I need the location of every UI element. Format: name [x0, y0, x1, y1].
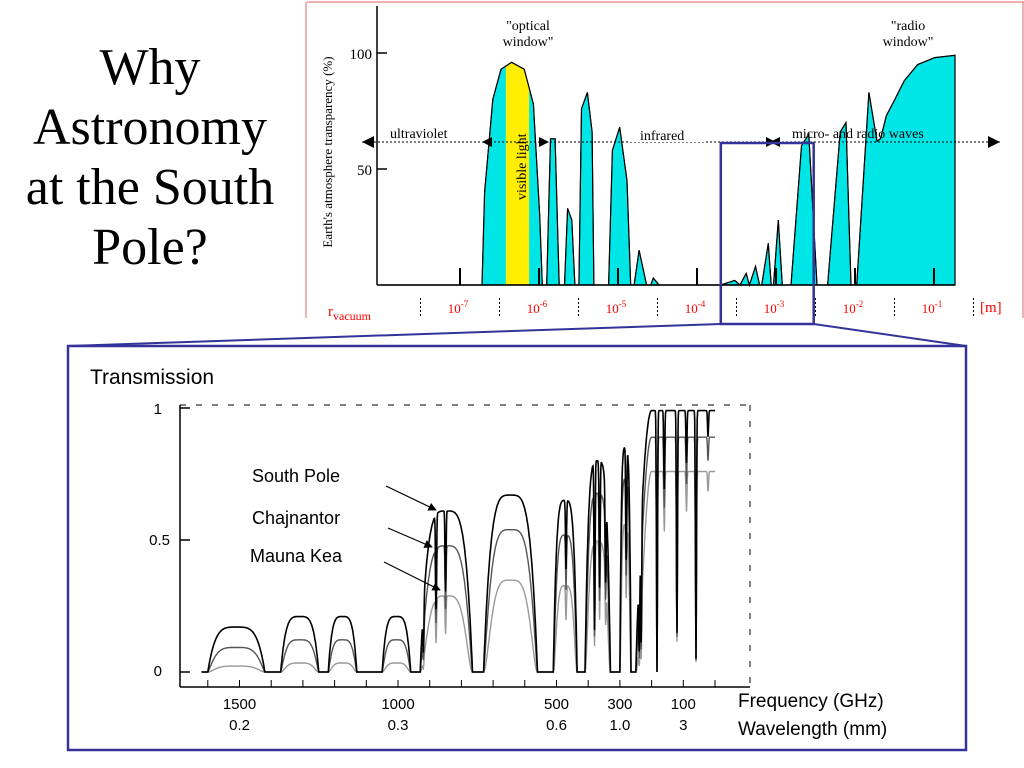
uv-label-bg: [387, 125, 475, 141]
x-tick-label: 10-6: [527, 299, 548, 316]
title-line: at the South: [25, 159, 275, 216]
y-tick-label-100: 100: [350, 47, 373, 63]
x-tick-label: 10-7: [448, 299, 469, 316]
zoom-region-box: [719, 141, 815, 326]
label-radio-window-1: "radio: [891, 19, 925, 34]
transparency-x-ticks: 10-7 10-6 10-5 10-4 10-3 10-2 10-1: [420, 268, 974, 318]
frequency-tick-label: 1500: [223, 696, 256, 713]
wavelength-tick-label: 0.2: [229, 717, 250, 734]
zoom-indicator: [66, 141, 968, 752]
ir-label-bg: [630, 126, 706, 142]
transmission-series: [201, 409, 715, 673]
legend-chajnantor: Chajnantor: [252, 508, 340, 528]
right-arrowhead-icon: [988, 136, 1000, 148]
label-ultraviolet: ultraviolet: [390, 127, 448, 142]
x-tick-label: 10-3: [764, 299, 785, 316]
label-infrared: infrared: [640, 129, 684, 144]
zoom-panel-frame: [66, 344, 968, 752]
frequency-tick-label: 300: [607, 696, 632, 713]
series-south-pole: [201, 409, 715, 673]
south-pole-pointer: [385, 485, 437, 511]
chajnantor-pointer: [387, 527, 433, 548]
wavelength-axis: rvacuum [m]: [328, 300, 1002, 323]
slide-title: Why Astronomy at the South Pole?: [0, 38, 300, 278]
frequency-tick-label: 500: [544, 696, 569, 713]
wavelength-tick-label: 1.0: [609, 717, 630, 734]
transparency-y-label: Earth's atmosphere transparency (%): [320, 56, 335, 247]
y-tick-label-1: 1: [154, 401, 162, 418]
transparency-chart: Earth's atmosphere transparency (%) 100 …: [305, 1, 1024, 323]
left-arrowhead-icon: [362, 136, 374, 148]
transmission-plot-frame: [179, 404, 751, 688]
label-micro-radio: micro- and radio waves: [792, 127, 924, 142]
x-axis-unit: [m]: [980, 300, 1002, 316]
transmission-x-ticks: 1500 1000 500 300 100 0.2 0.3 0.6 1.0 3: [223, 696, 696, 734]
wavelength-tick-label: 0.3: [388, 717, 409, 734]
mauna-kea-pointer: [383, 561, 441, 591]
legend-mauna-kea: Mauna Kea: [250, 546, 343, 566]
wavelength-tick-label: 0.6: [546, 717, 567, 734]
visible-arrowhead-icon: [539, 137, 549, 147]
x-tick-label: 10-5: [606, 299, 627, 316]
zoom-connector-left: [67, 323, 721, 347]
x-tick-label: 10-1: [922, 299, 943, 316]
title-line: Astronomy: [33, 99, 267, 156]
legend-south-pole: South Pole: [252, 466, 340, 486]
frequency-axis-label: Frequency (GHz): [738, 691, 884, 712]
label-optical-window-2: window": [503, 35, 554, 50]
y-tick-label-0.5: 0.5: [149, 532, 170, 549]
title-line: Why: [99, 39, 201, 96]
label-radio-window-2: window": [883, 35, 934, 50]
x-axis-label-prefix: r: [328, 304, 333, 320]
transmission-chart: Transmission 1 0.5 0 1500 1000 500 300 100 0.…: [90, 366, 887, 740]
x-axis-label: rvacuum: [328, 304, 372, 323]
x-tick-label: 10-4: [685, 299, 706, 316]
transparency-profile: [381, 54, 956, 287]
y-tick-label-0: 0: [154, 663, 162, 680]
transmission-y-label: Transmission: [90, 366, 214, 389]
frequency-tick-label: 100: [671, 696, 696, 713]
label-visible-light: visible light: [515, 133, 530, 200]
x-tick-label: 10-2: [843, 299, 864, 316]
frequency-tick-label: 1000: [381, 696, 414, 713]
wavelength-axis-label: Wavelength (mm): [738, 719, 887, 740]
wavelength-tick-label: 3: [679, 717, 687, 734]
y-tick-label-50: 50: [357, 163, 372, 179]
zoom-connector-right: [813, 323, 967, 347]
uv-arrowhead-icon: [482, 137, 492, 147]
title-line: Pole?: [92, 219, 208, 276]
x-axis-label-sub: vacuum: [333, 309, 372, 323]
visible-band: [505, 55, 530, 285]
label-optical-window-1: "optical: [506, 19, 550, 34]
